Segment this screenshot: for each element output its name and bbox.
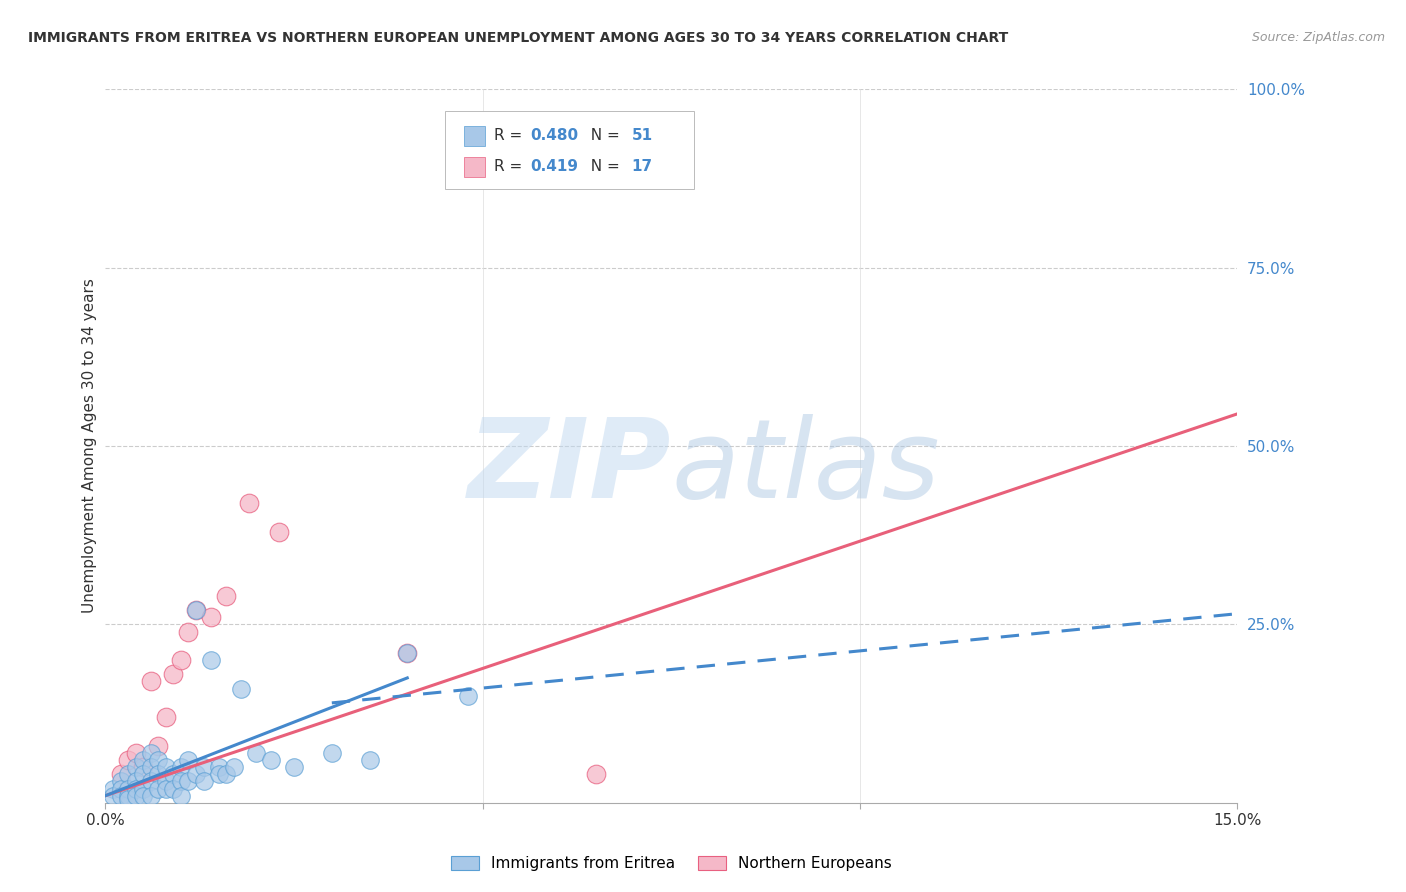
Point [132, 789, 155, 803]
Text: atlas: atlas [672, 414, 941, 521]
Point [184, 603, 207, 617]
Point [215, 767, 238, 781]
Point [162, 781, 184, 796]
Text: 17: 17 [631, 160, 652, 175]
Point [124, 789, 146, 803]
Point [208, 760, 231, 774]
Point [139, 746, 162, 760]
Point [155, 781, 177, 796]
Text: ZIP: ZIP [468, 414, 672, 521]
Point [155, 710, 177, 724]
Point [139, 774, 162, 789]
Point [117, 767, 139, 781]
Text: 0.419: 0.419 [530, 160, 578, 175]
Text: IMMIGRANTS FROM ERITREA VS NORTHERN EUROPEAN UNEMPLOYMENT AMONG AGES 30 TO 34 YE: IMMIGRANTS FROM ERITREA VS NORTHERN EURO… [28, 31, 1008, 45]
Point [132, 753, 155, 767]
Point [170, 760, 193, 774]
Point [139, 674, 162, 689]
Text: 51: 51 [631, 128, 652, 143]
Point [396, 646, 419, 660]
Point [117, 789, 139, 803]
Point [117, 792, 139, 806]
Text: Source: ZipAtlas.com: Source: ZipAtlas.com [1251, 31, 1385, 45]
Legend: Immigrants from Eritrea, Northern Europeans: Immigrants from Eritrea, Northern Europe… [446, 850, 897, 877]
Point [117, 753, 139, 767]
Point [110, 789, 132, 803]
Point [155, 774, 177, 789]
Point [148, 767, 170, 781]
Text: N =: N = [581, 160, 624, 175]
Point [101, 789, 124, 803]
Point [132, 760, 155, 774]
Point [124, 774, 146, 789]
Point [170, 789, 193, 803]
Point [321, 746, 343, 760]
Point [132, 781, 155, 796]
Point [132, 767, 155, 781]
Point [396, 646, 419, 660]
Y-axis label: Unemployment Among Ages 30 to 34 years: Unemployment Among Ages 30 to 34 years [82, 278, 97, 614]
Bar [464, 157, 485, 177]
Point [155, 760, 177, 774]
Point [101, 781, 124, 796]
Point [170, 653, 193, 667]
Point [184, 767, 207, 781]
Point [124, 781, 146, 796]
Point [457, 689, 479, 703]
FancyBboxPatch shape [444, 111, 695, 189]
Point [162, 667, 184, 681]
Point [238, 496, 260, 510]
Point [193, 774, 215, 789]
Text: N =: N = [581, 128, 624, 143]
Point [260, 753, 283, 767]
Point [222, 760, 245, 774]
Point [148, 781, 170, 796]
Point [585, 767, 607, 781]
Point [162, 767, 184, 781]
Point [283, 760, 305, 774]
Point [200, 653, 222, 667]
Point [170, 774, 193, 789]
Point [245, 746, 267, 760]
Point [215, 589, 238, 603]
Point [124, 760, 146, 774]
Point [184, 603, 207, 617]
Point [124, 746, 146, 760]
Point [200, 610, 222, 624]
Point [110, 767, 132, 781]
Point [359, 753, 381, 767]
Bar [464, 126, 485, 145]
Point [117, 781, 139, 796]
Point [267, 524, 290, 539]
Text: R =: R = [494, 128, 527, 143]
Point [139, 789, 162, 803]
Point [177, 774, 200, 789]
Text: R =: R = [494, 160, 527, 175]
Point [148, 739, 170, 753]
Point [208, 767, 231, 781]
Point [177, 624, 200, 639]
Point [139, 760, 162, 774]
Point [193, 760, 215, 774]
Point [177, 753, 200, 767]
Point [110, 781, 132, 796]
Point [110, 774, 132, 789]
Text: 0.480: 0.480 [530, 128, 578, 143]
Point [148, 753, 170, 767]
Point [231, 681, 253, 696]
